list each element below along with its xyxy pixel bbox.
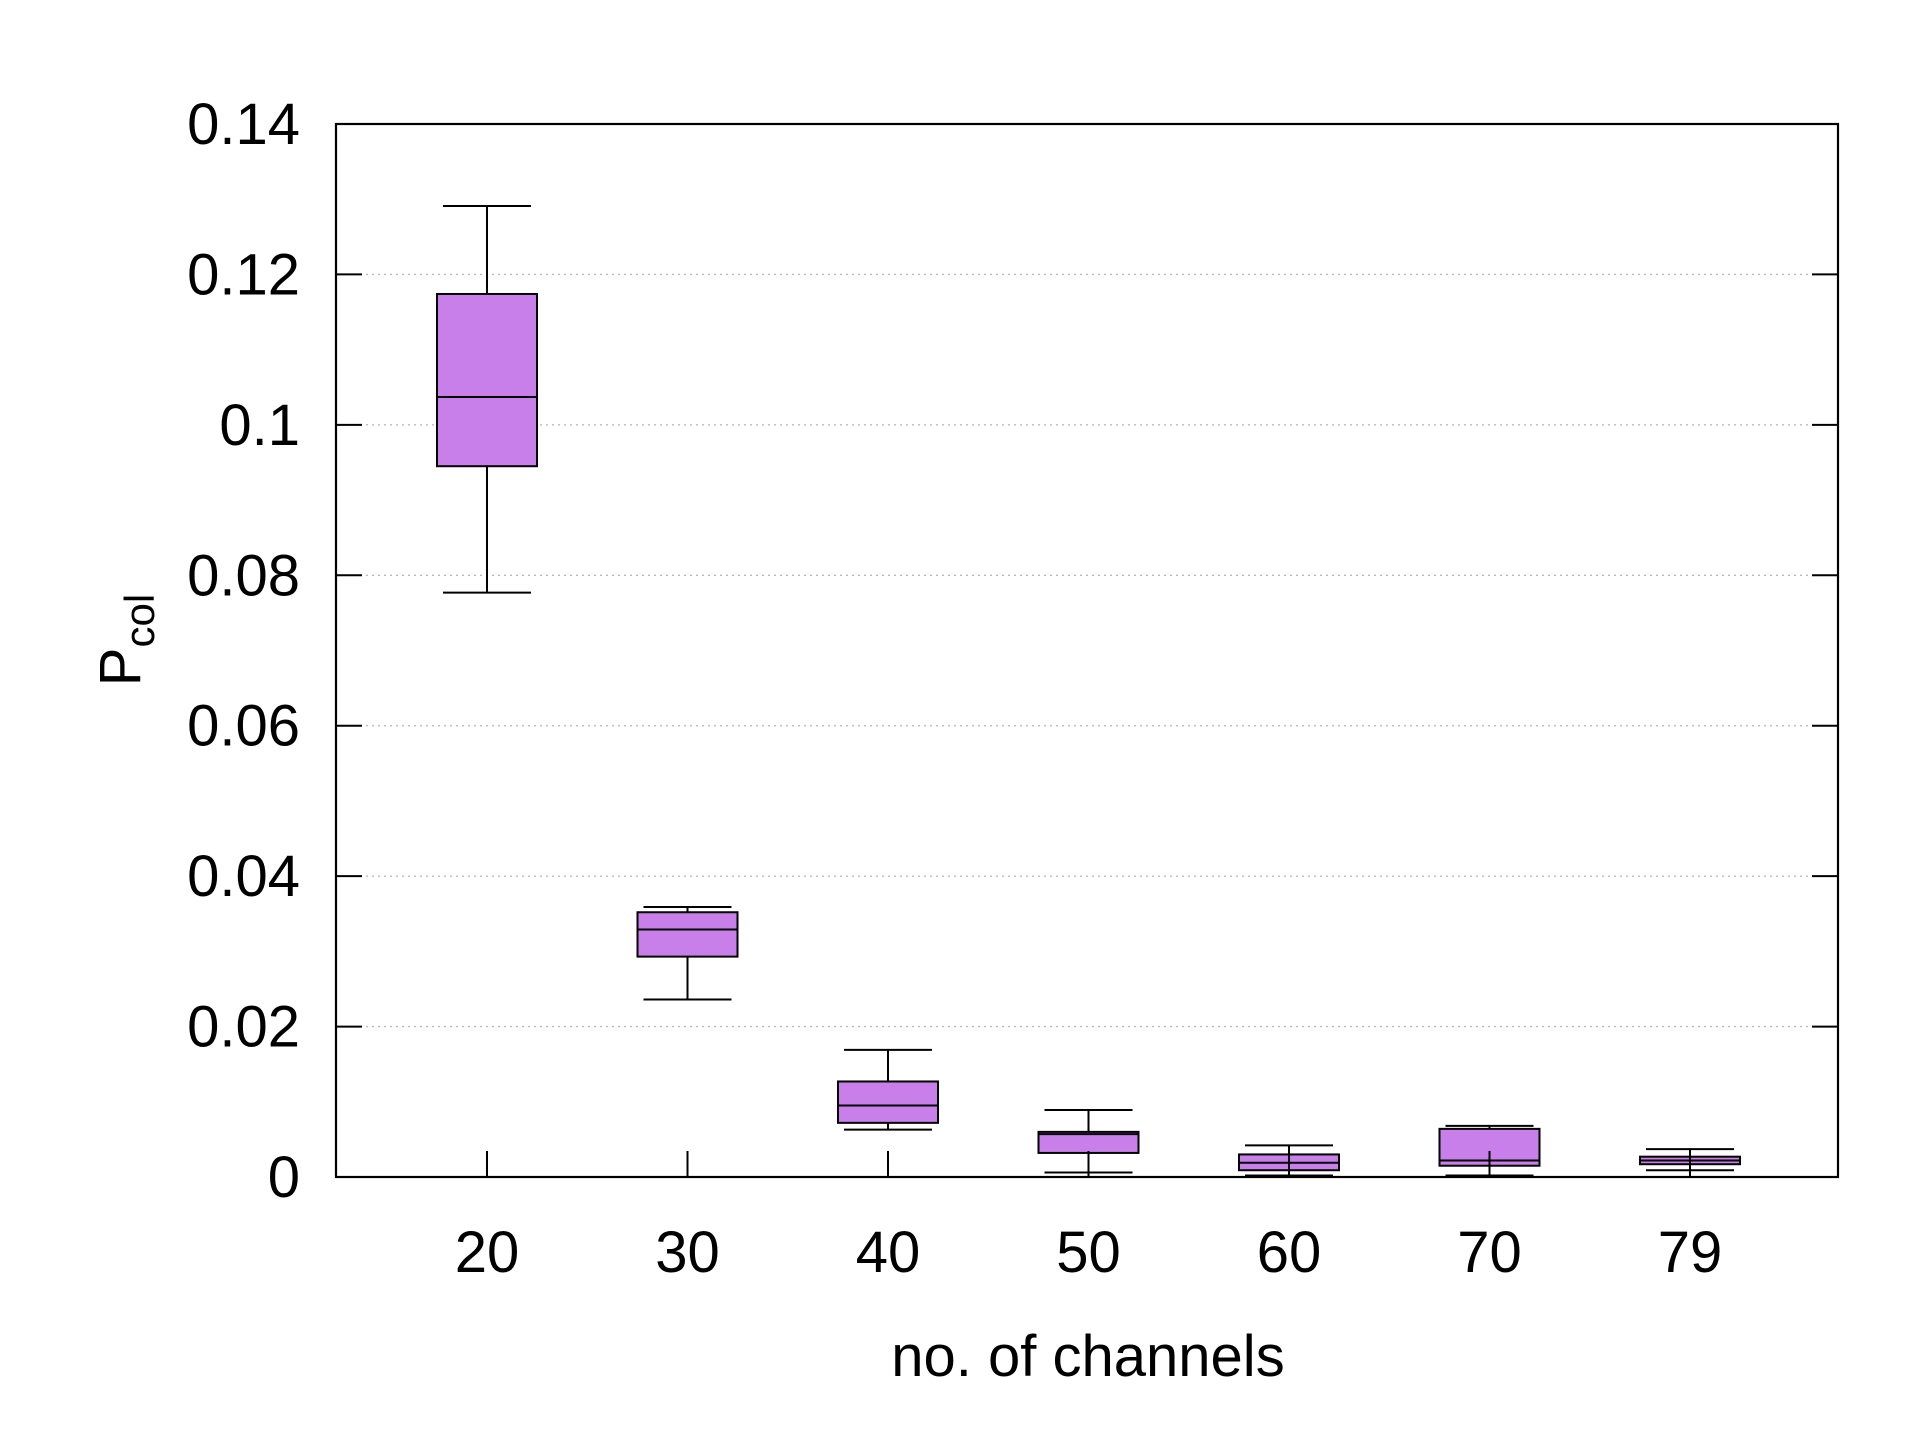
x-tick-label: 40 xyxy=(856,1220,921,1285)
y-tick-label: 0.06 xyxy=(187,694,300,759)
y-tick-label: 0.14 xyxy=(187,92,300,157)
y-axis-title: Pcol xyxy=(88,594,163,686)
x-axis-title: no. of channels xyxy=(891,1324,1284,1389)
box-series xyxy=(436,204,1741,1177)
box-20 xyxy=(436,204,538,594)
y-tick-label: 0.04 xyxy=(187,844,300,909)
y-axis-title-main: P xyxy=(88,648,153,687)
x-tick-label: 79 xyxy=(1658,1220,1723,1285)
x-tick-labels: 20 30 40 50 60 70 79 xyxy=(455,1220,1723,1285)
x-tick-label: 70 xyxy=(1457,1220,1522,1285)
iqr-box xyxy=(636,911,739,958)
y-tick-label: 0.08 xyxy=(187,543,300,608)
box-40 xyxy=(837,1048,939,1131)
iqr-box xyxy=(837,1080,939,1124)
x-tick-label: 60 xyxy=(1257,1220,1322,1285)
y-axis-title-subscript: col xyxy=(116,594,163,648)
y-tick-label: 0.12 xyxy=(187,242,300,307)
y-tick-label: 0 xyxy=(268,1145,300,1210)
iqr-box xyxy=(436,292,538,468)
axis-ticks xyxy=(336,123,1838,1178)
box-50 xyxy=(1037,1109,1140,1174)
y-tick-label: 0.1 xyxy=(219,393,300,458)
y-tick-labels: 0 0.02 0.04 0.06 0.08 0.1 0.12 0.14 xyxy=(187,92,300,1210)
box-30 xyxy=(636,905,739,1001)
x-tick-label: 20 xyxy=(455,1220,520,1285)
x-tick-label: 30 xyxy=(655,1220,720,1285)
grid-lines xyxy=(336,273,1838,1028)
x-tick-label: 50 xyxy=(1056,1220,1121,1285)
plot-frame xyxy=(334,122,1840,1179)
y-tick-label: 0.02 xyxy=(187,995,300,1060)
